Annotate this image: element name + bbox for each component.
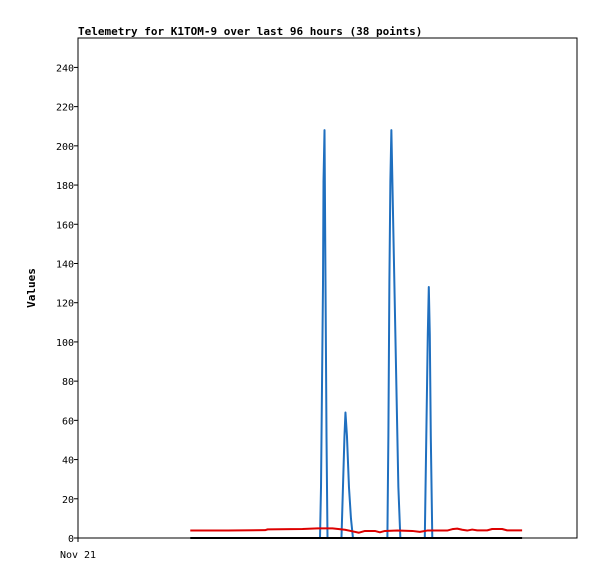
y-tick-label: 160: [56, 220, 74, 231]
y-tick-label: 0: [68, 534, 74, 545]
y-tick-label: 20: [62, 495, 74, 506]
y-tick-label: 180: [56, 181, 74, 192]
series-layer: [190, 129, 523, 539]
x-axis: Nov 21: [60, 538, 96, 561]
y-tick-label: 60: [62, 416, 74, 427]
y-tick-label: 80: [62, 377, 74, 388]
series-line-2: [190, 527, 523, 534]
x-tick-label: Nov 21: [60, 550, 96, 561]
y-tick-label: 220: [56, 103, 74, 114]
y-tick-label: 100: [56, 338, 74, 349]
y-tick-label: 40: [62, 456, 74, 467]
y-axis-label: Values: [25, 268, 38, 308]
y-tick-label: 120: [56, 299, 74, 310]
y-tick-label: 140: [56, 259, 74, 270]
y-tick-label: 240: [56, 63, 74, 74]
chart-title: Telemetry for K1TOM-9 over last 96 hours…: [78, 25, 422, 38]
y-tick-label: 200: [56, 142, 74, 153]
y-axis: 0 20 40 60 80 100 120 140 160 180 200 220 240: [56, 63, 78, 545]
